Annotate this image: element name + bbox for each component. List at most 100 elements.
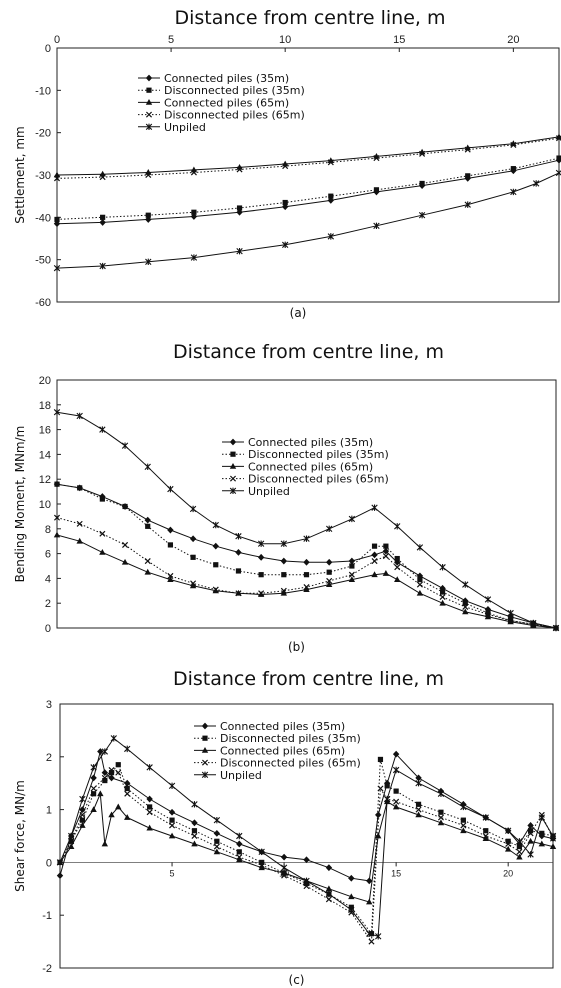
data-point xyxy=(191,801,198,808)
data-point xyxy=(366,877,373,885)
data-point xyxy=(504,845,512,852)
legend-marker xyxy=(202,735,208,741)
data-point xyxy=(392,803,400,810)
data-point xyxy=(482,835,489,842)
data-point xyxy=(281,572,287,578)
y-tick-label: -50 xyxy=(35,255,51,267)
data-point xyxy=(169,822,176,829)
x-tick-label: 5 xyxy=(168,34,174,46)
data-point xyxy=(538,840,545,847)
series-square xyxy=(54,481,559,631)
series-line xyxy=(56,157,560,220)
data-point xyxy=(328,193,334,199)
data-point xyxy=(375,811,382,819)
data-point xyxy=(99,530,106,537)
data-point xyxy=(145,523,151,529)
data-point xyxy=(53,531,61,538)
data-point xyxy=(303,883,310,890)
chart-title: Distance from centre line, m xyxy=(173,341,444,363)
y-tick-label: 3 xyxy=(46,699,52,711)
legend-label: Connected piles (35m) xyxy=(164,72,289,85)
y-tick-label: 2 xyxy=(45,598,51,610)
data-point xyxy=(348,874,355,882)
data-point xyxy=(415,801,422,807)
data-point xyxy=(325,885,333,892)
plot-frame xyxy=(56,47,560,303)
data-point xyxy=(507,617,514,624)
data-point xyxy=(505,838,511,844)
legend-marker xyxy=(145,111,153,118)
data-point xyxy=(79,806,86,813)
data-point xyxy=(212,542,219,550)
legend-label: Disconnected piles (35m) xyxy=(164,84,305,97)
data-point xyxy=(190,580,197,587)
series-x xyxy=(53,135,561,182)
data-point xyxy=(168,808,176,816)
data-point xyxy=(167,526,174,534)
y-tick-label: -40 xyxy=(35,212,51,224)
data-point xyxy=(190,169,197,176)
data-point xyxy=(280,853,288,861)
data-point xyxy=(68,843,75,849)
data-point xyxy=(373,152,380,159)
chart-panel-2: Distance from centre line, m 0 2 4 6 8 10 12 14 1… xyxy=(13,341,560,654)
data-point xyxy=(79,795,86,803)
data-point xyxy=(438,809,444,815)
data-point xyxy=(510,166,516,172)
data-point xyxy=(538,832,545,840)
data-point xyxy=(384,783,390,789)
data-point xyxy=(465,173,471,179)
data-point xyxy=(437,790,445,797)
data-point xyxy=(482,832,489,840)
data-point xyxy=(189,582,197,589)
y-tick-label: 20 xyxy=(39,375,51,387)
data-point xyxy=(303,584,310,591)
data-point xyxy=(527,828,534,834)
data-point xyxy=(99,496,105,502)
data-point xyxy=(366,930,373,937)
data-point xyxy=(280,540,288,547)
data-point xyxy=(258,862,265,869)
legend-label: Disconnected piles (65m) xyxy=(164,109,305,122)
data-point xyxy=(235,590,242,597)
data-point xyxy=(190,554,196,560)
series-line xyxy=(56,137,560,179)
y-tick-label: -10 xyxy=(35,85,51,97)
data-point xyxy=(484,613,492,620)
data-point xyxy=(167,485,174,493)
x-tick-label: 0 xyxy=(54,34,60,46)
series-line xyxy=(56,517,557,629)
data-point xyxy=(99,548,106,555)
data-point xyxy=(371,504,378,511)
data-point xyxy=(416,589,424,596)
data-point xyxy=(527,837,534,844)
data-point xyxy=(258,572,264,578)
series-line xyxy=(56,136,560,176)
data-point xyxy=(377,756,384,763)
data-point xyxy=(259,859,265,865)
data-point xyxy=(146,809,153,816)
data-point xyxy=(516,838,523,845)
data-point xyxy=(97,790,104,797)
data-point xyxy=(79,811,86,818)
y-tick-label: 1 xyxy=(46,805,52,817)
data-point xyxy=(235,548,242,556)
data-point xyxy=(122,541,129,548)
data-point xyxy=(213,816,221,824)
data-point xyxy=(236,849,242,855)
data-point xyxy=(510,188,517,196)
data-point xyxy=(101,840,109,847)
legend-label: Unpiled xyxy=(164,121,206,134)
data-point xyxy=(325,896,332,903)
y-axis-title: Shear force, MN/m xyxy=(13,780,27,892)
data-point xyxy=(394,576,401,583)
data-point xyxy=(549,832,557,840)
data-point xyxy=(464,146,471,153)
data-point xyxy=(235,568,242,574)
chart-title: Distance from centre line, m xyxy=(174,7,445,29)
panel-caption: (b) xyxy=(288,640,305,654)
data-point xyxy=(383,795,391,803)
series-diamond xyxy=(53,480,560,632)
data-point xyxy=(101,774,108,781)
data-point xyxy=(281,872,288,879)
